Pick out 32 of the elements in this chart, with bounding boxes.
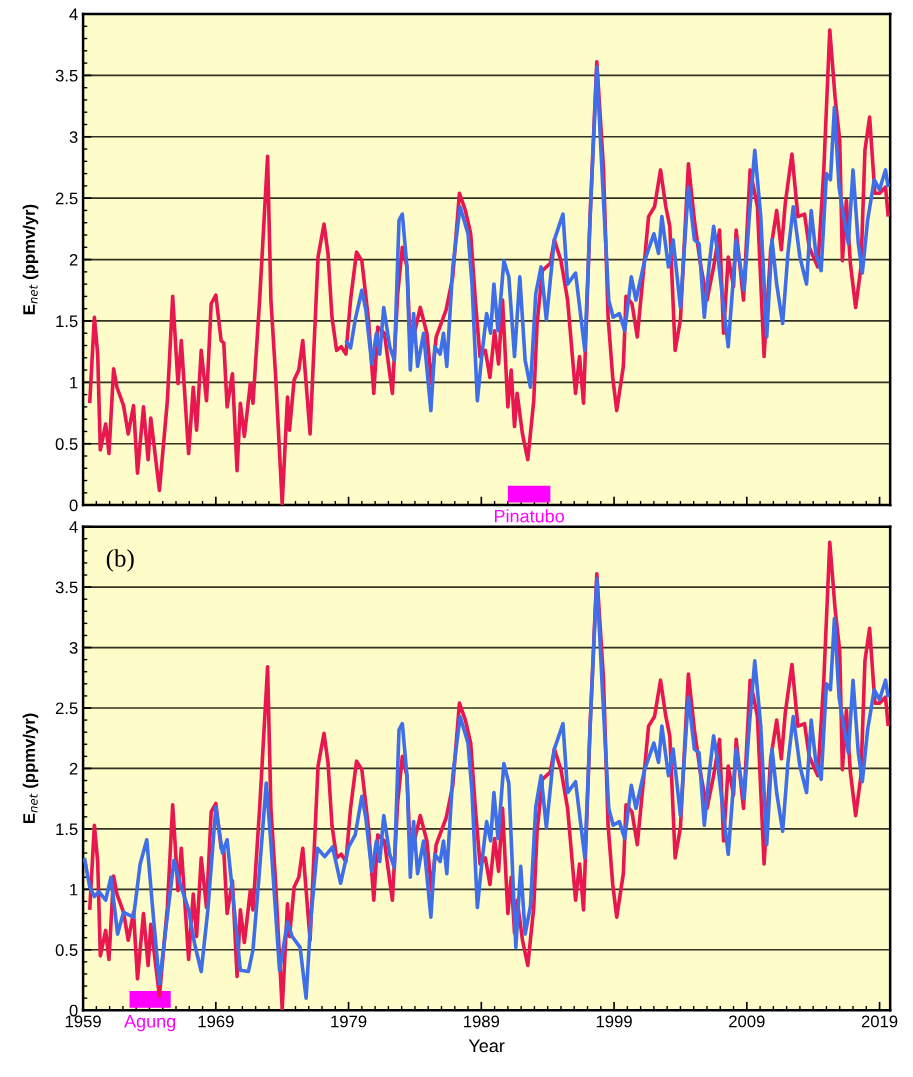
series-label: Agung [124, 1015, 176, 1032]
x-tick-label: 2009 [729, 1015, 765, 1028]
y-axis-title: E$_{net}$ (ppmv/yr) [22, 713, 39, 824]
x-tick-label: 1989 [464, 1015, 500, 1028]
x-tick-label: 2019 [861, 1015, 898, 1028]
y-tick-label: 3 [69, 641, 78, 654]
y-tick-label: 0.5 [55, 944, 78, 956]
y-axis-title: E$_{net}$ (ppmv/yr) [22, 204, 39, 315]
series-label: Pinatubo [494, 509, 564, 523]
y-tick-label: 0.5 [55, 438, 78, 450]
x-tick-label: 1969 [198, 1015, 234, 1028]
x-axis-title: Year [468, 1039, 505, 1053]
x-tick-label: 1979 [331, 1015, 367, 1028]
y-tick-label: 0 [69, 499, 78, 512]
y-tick-label: 4 [69, 521, 78, 533]
y-tick-label: 2.5 [55, 192, 78, 205]
y-tick-label: 4 [69, 8, 78, 21]
y-tick-label: 2 [69, 253, 78, 266]
y-tick-label: 1.5 [56, 823, 78, 836]
annotation: (b) [106, 549, 134, 572]
line-series [344, 64, 890, 413]
y-tick-label: 1.5 [56, 315, 78, 328]
y-tick-label: 0 [69, 1004, 78, 1017]
y-tick-label: 1 [70, 883, 78, 896]
x-tick-label: 1959 [65, 1015, 101, 1028]
y-tick-label: 3.5 [55, 581, 78, 594]
y-tick-label: 3.5 [55, 69, 78, 82]
y-tick-label: 1 [70, 376, 78, 389]
y-tick-label: 3 [69, 131, 78, 143]
y-tick-label: 2.5 [55, 702, 78, 715]
x-tick-label: 1999 [596, 1015, 632, 1028]
y-tick-label: 2 [69, 762, 78, 775]
